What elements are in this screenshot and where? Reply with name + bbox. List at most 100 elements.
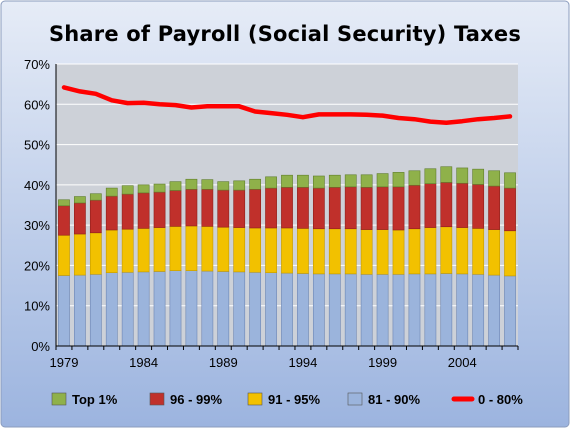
bar-top1 <box>376 173 389 188</box>
bar-81-90 <box>504 275 516 347</box>
bar-top1 <box>472 168 485 185</box>
bar-81-90 <box>281 272 293 347</box>
bar-top1 <box>328 174 341 188</box>
bar-96-99 <box>217 189 230 228</box>
y-tick-label: 60% <box>24 97 50 112</box>
bar-96-99 <box>233 189 246 228</box>
bar-top1 <box>185 178 198 190</box>
y-tick-label: 0% <box>31 339 50 354</box>
bar-top1 <box>312 175 325 189</box>
bar-81-90 <box>249 271 262 347</box>
bar-top1 <box>89 193 102 201</box>
bar-91-95 <box>456 227 469 275</box>
bar-top1 <box>456 167 469 184</box>
bar-81-90 <box>137 271 150 347</box>
legend-swatch <box>51 392 67 406</box>
bar-81-90 <box>456 273 469 347</box>
bar-91-95 <box>185 225 198 271</box>
bar-91-95 <box>121 228 134 273</box>
bar-91-95 <box>408 228 421 275</box>
bar-91-95 <box>89 232 102 275</box>
y-tick-label: 40% <box>24 178 50 193</box>
bar-top1 <box>249 178 262 190</box>
bar-91-95 <box>376 229 389 275</box>
bar-top1 <box>58 199 70 207</box>
x-tick-label: 1984 <box>129 355 158 370</box>
bar-91-95 <box>312 228 325 275</box>
bar-96-99 <box>185 188 198 227</box>
x-tick-label: 1999 <box>368 355 397 370</box>
bar-top1 <box>105 187 118 197</box>
bar-81-90 <box>58 275 70 347</box>
bar-96-99 <box>153 191 166 228</box>
bar-top1 <box>121 185 134 195</box>
legend-label: Top 1% <box>72 392 118 407</box>
bar-81-90 <box>472 273 485 347</box>
bar-81-90 <box>217 271 230 347</box>
bar-91-95 <box>360 229 373 275</box>
bar-96-99 <box>105 195 118 231</box>
bar-81-90 <box>344 273 357 347</box>
legend: Top 1% 96 - 99% 91 - 95% 81 - 90% 0 - 80% <box>51 392 523 407</box>
bar-81-90 <box>488 274 500 347</box>
legend-swatch <box>347 392 363 406</box>
bar-91-95 <box>137 228 150 273</box>
bar-top1 <box>344 174 357 188</box>
bar-96-99 <box>201 188 214 227</box>
bar-96-99 <box>137 192 150 229</box>
bar-96-99 <box>376 186 389 230</box>
bar-top1 <box>297 174 309 188</box>
bar-96-99 <box>121 193 134 230</box>
bar-81-90 <box>89 273 102 347</box>
bar-91-95 <box>169 226 182 271</box>
bar-81-90 <box>74 274 86 347</box>
bar-96-99 <box>424 183 437 228</box>
bar-top1 <box>137 184 150 194</box>
bar-96-99 <box>392 186 405 231</box>
bar-91-95 <box>504 230 516 277</box>
legend-swatch <box>247 392 263 406</box>
bar-top1 <box>440 166 453 183</box>
bar-96-99 <box>89 199 102 234</box>
bar-top1 <box>233 180 246 191</box>
bar-81-90 <box>424 273 437 347</box>
bar-91-95 <box>217 226 230 272</box>
bar-96-99 <box>58 205 70 236</box>
legend-label: 96 - 99% <box>170 392 222 407</box>
bar-96-99 <box>281 186 293 229</box>
x-tick-label: 1979 <box>50 355 79 370</box>
bar-81-90 <box>376 273 389 347</box>
bar-96-99 <box>440 182 453 228</box>
bar-81-90 <box>105 272 118 347</box>
bar-91-95 <box>74 233 86 276</box>
bar-91-95 <box>58 234 70 276</box>
bar-top1 <box>201 179 214 190</box>
bar-96-99 <box>344 186 357 230</box>
bar-96-99 <box>488 185 500 230</box>
bar-top1 <box>504 172 516 189</box>
bar-top1 <box>153 183 166 193</box>
bar-91-95 <box>344 228 357 275</box>
bar-96-99 <box>360 186 373 230</box>
bar-top1 <box>217 181 230 191</box>
y-tick-label: 20% <box>24 258 50 273</box>
bar-top1 <box>488 170 500 187</box>
bar-91-95 <box>249 227 262 273</box>
bar-81-90 <box>153 271 166 347</box>
bar-96-99 <box>472 184 485 229</box>
bar-81-90 <box>265 272 277 347</box>
bar-96-99 <box>408 184 421 230</box>
bar-96-99 <box>169 190 182 227</box>
bar-96-99 <box>74 202 86 235</box>
bar-91-95 <box>201 226 214 272</box>
bar-96-99 <box>249 188 262 229</box>
bar-81-90 <box>392 273 405 347</box>
bar-81-90 <box>121 271 134 347</box>
bar-81-90 <box>312 273 325 347</box>
legend-label: 0 - 80% <box>478 392 523 407</box>
bar-81-90 <box>169 270 182 347</box>
line-series <box>61 85 513 126</box>
x-tick-label: 1994 <box>288 355 317 370</box>
bar-top1 <box>281 174 293 188</box>
